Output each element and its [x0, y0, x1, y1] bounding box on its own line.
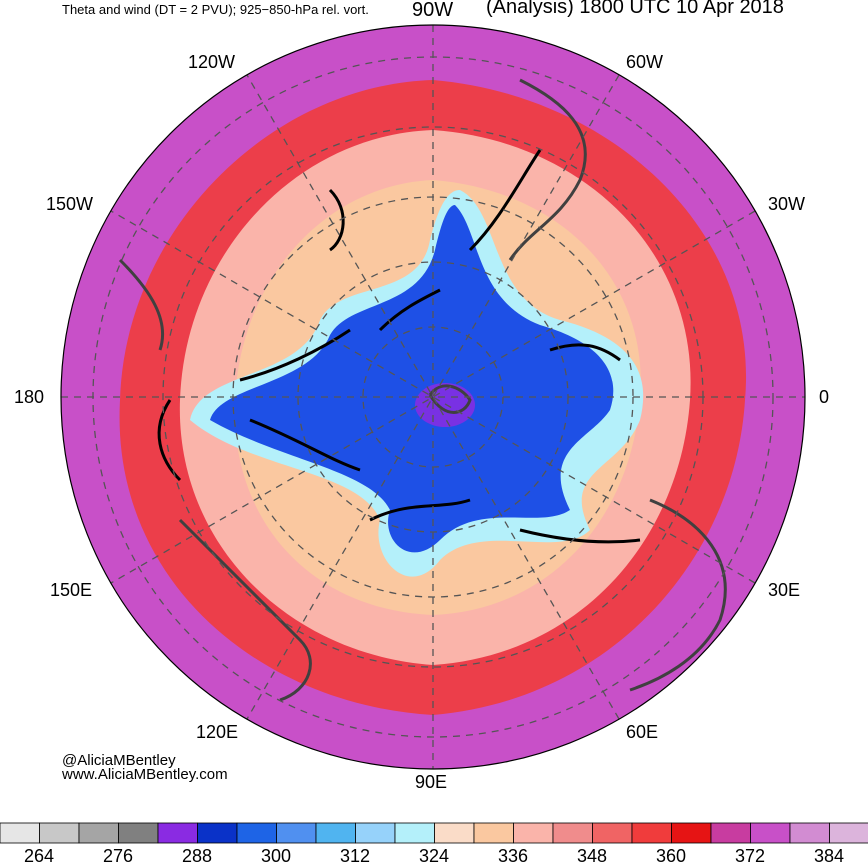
colorbar-swatch	[553, 823, 593, 843]
theta-colorbar	[0, 820, 868, 846]
lon-label-30w: 30W	[768, 194, 805, 215]
colorbar-swatch	[830, 823, 868, 843]
lon-label-180: 180	[14, 387, 44, 408]
colorbar-swatch	[632, 823, 672, 843]
colorbar-tick-384: 384	[814, 846, 844, 867]
lon-label-150w: 150W	[46, 194, 93, 215]
map-subtitle: Theta and wind (DT = 2 PVU); 925−850-hPa…	[62, 2, 369, 17]
lon-label-60e: 60E	[626, 722, 658, 743]
colorbar-swatch	[356, 823, 396, 843]
colorbar-tick-288: 288	[182, 846, 212, 867]
lon-label-120e: 120E	[196, 722, 238, 743]
colorbar-tick-348: 348	[577, 846, 607, 867]
lon-label-90e: 90E	[415, 772, 447, 793]
lon-label-30e: 30E	[768, 580, 800, 601]
colorbar-swatch	[316, 823, 356, 843]
colorbar-swatch	[514, 823, 554, 843]
colorbar-swatch	[593, 823, 633, 843]
colorbar-tick-276: 276	[103, 846, 133, 867]
colorbar-swatch	[790, 823, 830, 843]
colorbar-swatch	[474, 823, 514, 843]
colorbar-tick-312: 312	[340, 846, 370, 867]
colorbar-swatch	[237, 823, 277, 843]
colorbar-tick-300: 300	[261, 846, 291, 867]
polar-map	[0, 0, 868, 820]
colorbar-tick-324: 324	[419, 846, 449, 867]
colorbar-tick-372: 372	[735, 846, 765, 867]
lon-label-150e: 150E	[50, 580, 92, 601]
colorbar-swatch	[198, 823, 238, 843]
map-title: (Analysis) 1800 UTC 10 Apr 2018	[486, 0, 784, 19]
colorbar-swatch	[0, 823, 40, 843]
colorbar-tick-360: 360	[656, 846, 686, 867]
lon-label-120w: 120W	[188, 52, 235, 73]
colorbar-swatch	[277, 823, 317, 843]
colorbar-tick-264: 264	[24, 846, 54, 867]
credit-website: www.AliciaMBentley.com	[62, 766, 228, 783]
colorbar-swatch	[79, 823, 119, 843]
colorbar-swatch	[711, 823, 751, 843]
colorbar-swatch	[672, 823, 712, 843]
lon-label-60w: 60W	[626, 52, 663, 73]
colorbar-tick-336: 336	[498, 846, 528, 867]
colorbar-swatch	[158, 823, 198, 843]
lon-label-90w: 90W	[412, 0, 453, 22]
colorbar-swatch	[751, 823, 791, 843]
lon-label-0: 0	[819, 387, 829, 408]
colorbar-swatch	[40, 823, 80, 843]
colorbar-swatch	[395, 823, 435, 843]
colorbar-swatch	[119, 823, 159, 843]
colorbar-swatch	[435, 823, 475, 843]
